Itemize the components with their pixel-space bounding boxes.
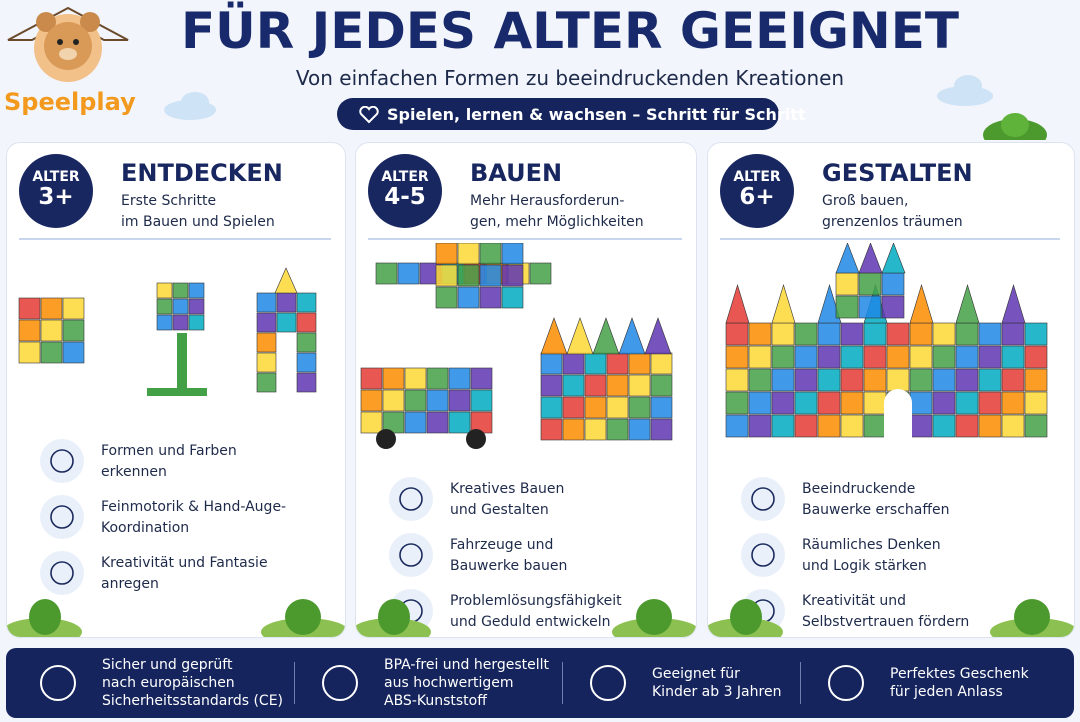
- feature-icon-glyph: [399, 487, 423, 511]
- footer-text: Sicherheitsstandards (CE): [102, 693, 284, 709]
- feature-icon-glyph: [50, 505, 74, 529]
- feature-text: Bauwerke erschaffen: [802, 502, 950, 518]
- feature-icon: [389, 533, 433, 577]
- badge-age: 3+: [38, 184, 74, 210]
- feature-icon-glyph: [751, 487, 775, 511]
- card-description: Groß bauen,: [822, 193, 909, 209]
- footer-icon: [590, 665, 626, 701]
- badge-label: ALTER: [381, 169, 429, 185]
- footer-icon: [322, 665, 358, 701]
- feature-text: Koordination: [101, 520, 190, 536]
- product-illustration: [18, 267, 317, 396]
- card-heading: ENTDECKEN: [121, 159, 283, 187]
- card-heading: BAUEN: [470, 159, 563, 187]
- feature-text: Räumliches Denken: [802, 537, 941, 553]
- feature-text: und Geduld entwickeln: [450, 614, 611, 630]
- age-badge: ALTER 3+: [19, 154, 93, 228]
- footer-text: BPA-frei und hergestellt: [384, 657, 550, 673]
- card-description: Mehr Herausforderun-: [470, 193, 625, 209]
- footer-text: Perfektes Geschenk: [890, 666, 1029, 682]
- feature-icon: [40, 439, 84, 483]
- age-card: ALTER 3+ ENTDECKEN Erste Schritte im Bauen u…: [6, 142, 346, 638]
- feature-icon: [389, 477, 433, 521]
- feature-icon: [741, 477, 785, 521]
- divider: [19, 238, 331, 240]
- feature-text: Formen und Farben: [101, 443, 237, 459]
- feature-text: Kreatives Bauen: [450, 481, 565, 497]
- product-illustration: [360, 243, 673, 449]
- separator: [562, 662, 563, 704]
- feature-text: Feinmotorik & Hand-Auge-: [101, 499, 287, 515]
- feature-icon-glyph: [50, 561, 74, 585]
- age-card: ALTER 4-5 BAUEN Mehr Herausforderun-gen, me…: [355, 142, 697, 638]
- card-description: grenzenlos träumen: [822, 214, 963, 230]
- bush-decor: [356, 599, 696, 637]
- footer-text: ABS-Kunststoff: [384, 693, 487, 709]
- header-decor: [7, 6, 1047, 140]
- feature-text: Bauwerke bauen: [450, 558, 568, 574]
- product-illustration: [725, 243, 1048, 438]
- feature-text: erkennen: [101, 464, 167, 480]
- footer-text: für jeden Anlass: [890, 684, 1003, 700]
- age-badge: ALTER 4-5: [368, 154, 442, 228]
- badge-label: ALTER: [733, 169, 781, 185]
- badge-age: 6+: [739, 184, 775, 210]
- divider: [720, 238, 1060, 240]
- footer-text: nach europäischen: [102, 675, 235, 691]
- card-description: im Bauen und Spielen: [121, 214, 275, 230]
- footer-icon: [828, 665, 864, 701]
- footer-icon: [40, 665, 76, 701]
- subtitle: Von einfachen Formen zu beeindruckenden …: [295, 66, 845, 90]
- feature-text: anregen: [101, 576, 159, 592]
- feature-icon-glyph: [50, 449, 74, 473]
- feature-icon-glyph: [399, 543, 423, 567]
- badge-label: ALTER: [32, 169, 80, 185]
- feature-text: und Gestalten: [450, 502, 549, 518]
- tagline-pill: Spielen, lernen & wachsen – Schritt für …: [337, 98, 806, 130]
- footer-text: Geeignet für: [652, 666, 740, 682]
- feature-text: und Logik stärken: [802, 558, 927, 574]
- feature-icon: [40, 551, 84, 595]
- feature-icon: [741, 533, 785, 577]
- separator: [294, 662, 295, 704]
- feature-icon-glyph: [751, 543, 775, 567]
- card-heading: GESTALTEN: [822, 159, 973, 187]
- tagline: Spielen, lernen & wachsen – Schritt für …: [387, 105, 806, 124]
- feature-icon: [40, 495, 84, 539]
- feature-text: Kreativität und Fantasie: [101, 555, 268, 571]
- feature-text: Fahrzeuge und: [450, 537, 554, 553]
- bush-decor: [708, 599, 1074, 637]
- footer-text: Kinder ab 3 Jahren: [652, 684, 782, 700]
- footer-bar: Sicher und geprüft nach europäischen Siche…: [6, 648, 1074, 718]
- feature-text: Selbstvertrauen fördern: [802, 614, 970, 630]
- title: FÜR JEDES ALTER GEEIGNET: [180, 2, 960, 60]
- card-description: Erste Schritte: [121, 193, 217, 209]
- bush-decor: [7, 599, 345, 637]
- footer-text: Sicher und geprüft: [102, 657, 233, 673]
- badge-age: 4-5: [384, 184, 426, 210]
- brand: Speelplay: [4, 88, 136, 116]
- feature-text: Problemlösungsfähigkeit: [450, 593, 622, 609]
- footer-text: aus hochwertigem: [384, 675, 514, 691]
- separator: [800, 662, 801, 704]
- age-card: ALTER 6+ GESTALTEN Groß bauen, grenzenlos tr…: [707, 142, 1075, 638]
- feature-text: Kreativität und: [802, 593, 907, 609]
- card-description: gen, mehr Möglichkeiten: [470, 214, 644, 230]
- age-badge: ALTER 6+: [720, 154, 794, 228]
- heart-icon: [359, 106, 379, 124]
- feature-text: Beeindruckende: [802, 481, 916, 497]
- divider: [368, 238, 682, 240]
